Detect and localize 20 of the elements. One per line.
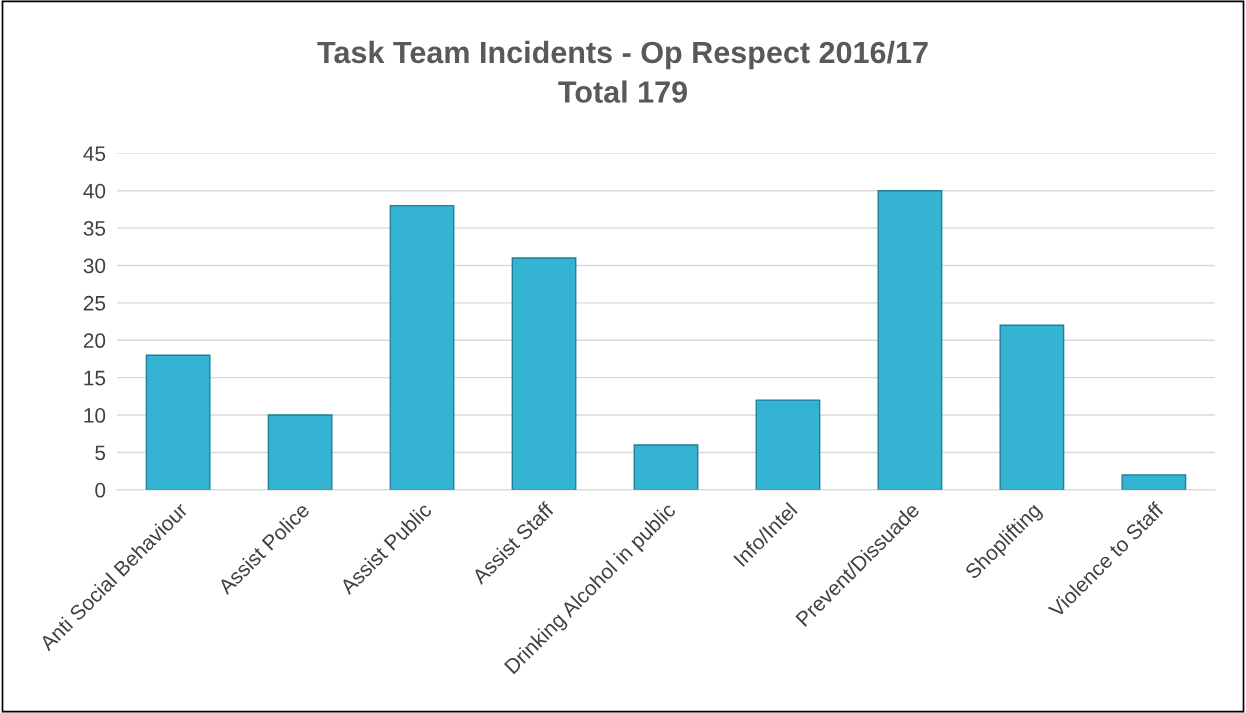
bar xyxy=(877,189,943,490)
chart-title: Task Team Incidents - Op Respect 2016/17 Total 179 xyxy=(317,40,928,103)
bar xyxy=(1121,474,1187,490)
y-tick-label: 0 xyxy=(95,482,106,498)
y-tick-label: 30 xyxy=(83,258,106,274)
bar xyxy=(267,414,333,490)
bar xyxy=(511,257,577,490)
y-tick-label: 45 xyxy=(83,146,106,162)
bar xyxy=(633,444,699,490)
bar xyxy=(999,324,1065,490)
y-tick-label: 5 xyxy=(95,445,106,461)
y-tick-label: 20 xyxy=(83,333,106,349)
bar xyxy=(389,204,455,490)
y-tick-label: 40 xyxy=(83,183,106,199)
bar xyxy=(755,399,821,490)
y-tick-label: 10 xyxy=(84,408,106,423)
y-tick-label: 35 xyxy=(83,221,106,236)
y-tick-label: 25 xyxy=(83,295,106,311)
y-tick-label: 15 xyxy=(84,370,106,386)
bar xyxy=(145,354,211,490)
